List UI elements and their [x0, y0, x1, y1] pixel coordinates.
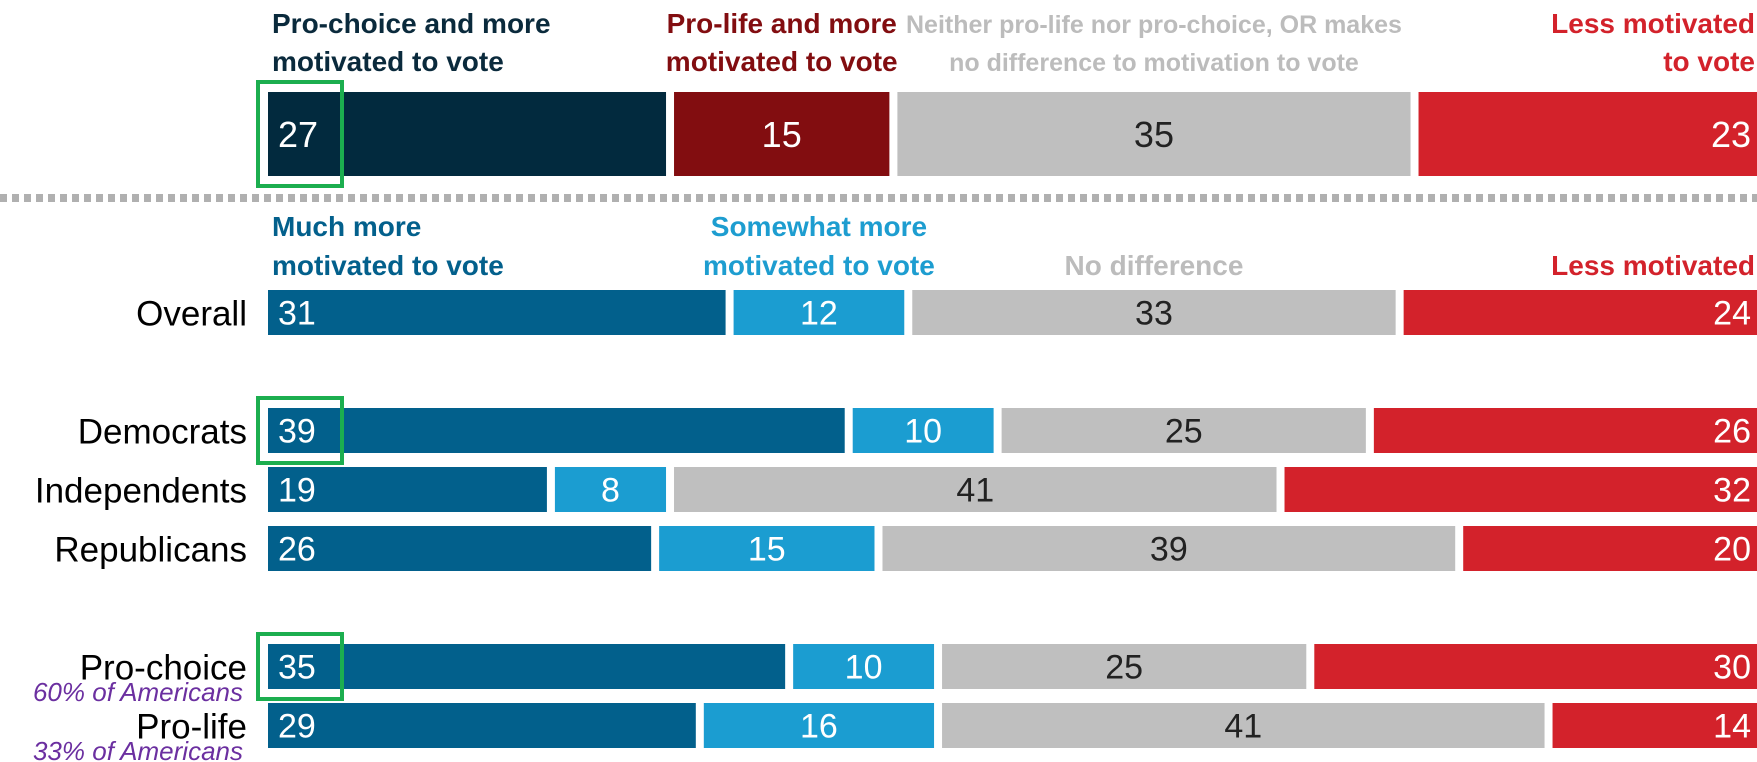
bar-independents-much-more-motivated-to-vote	[268, 467, 547, 512]
bar-pro-life-somewhat-more-motivated-to-vote	[703, 703, 935, 748]
legend-pro-choice-and-more-motivated-to-vote-line-1: Pro-choice and more	[272, 8, 551, 39]
bar-democrats-no-difference	[1001, 408, 1366, 453]
legend-neither-pro-life-nor-pro-choice-or-makes-no-difference-to-motivation-to-vote-line-2: no difference to motivation to vote	[949, 49, 1359, 77]
bar-overall-no-difference	[912, 290, 1396, 335]
bar-independents-somewhat-more-motivated-to-vote	[554, 467, 667, 512]
data-label-overall-no-difference: 33	[1135, 295, 1173, 333]
legend-pro-life-and-more-motivated-to-vote-line-2: motivated to vote	[666, 46, 898, 77]
data-label-all-pro-choice-and-more-motivated-to-vote: 27	[278, 114, 318, 155]
bar-republicans-much-more-motivated-to-vote	[268, 526, 652, 571]
data-label-republicans-no-difference: 39	[1150, 531, 1188, 569]
data-label-republicans-less-motivated: 20	[1713, 531, 1751, 569]
data-label-all-less-motivated-to-vote: 23	[1711, 114, 1751, 155]
legend-somewhat-more-motivated-to-vote-line-1: Somewhat more	[711, 211, 927, 242]
data-label-republicans-much-more-motivated-to-vote: 26	[278, 531, 316, 569]
bar-pro-choice-much-more-motivated-to-vote	[268, 644, 786, 689]
category-note-pro-choice: 60% of Americans	[33, 677, 243, 707]
legend-less-motivated-to-vote-line-1: Less motivated	[1551, 8, 1755, 39]
bar-independents-no-difference	[674, 467, 1277, 512]
bar-republicans-no-difference	[882, 526, 1456, 571]
data-label-independents-much-more-motivated-to-vote: 19	[278, 472, 316, 510]
legend-much-more-motivated-to-vote-line-2: motivated to vote	[272, 250, 504, 281]
bar-pro-choice-somewhat-more-motivated-to-vote	[793, 644, 935, 689]
bar-democrats-somewhat-more-motivated-to-vote	[852, 408, 994, 453]
category-label-republicans: Republicans	[54, 531, 247, 570]
data-label-pro-life-somewhat-more-motivated-to-vote: 16	[800, 708, 838, 746]
category-label-overall: Overall	[136, 295, 247, 334]
bar-pro-choice-no-difference	[942, 644, 1307, 689]
bar-all-less-motivated-to-vote	[1418, 92, 1757, 176]
category-label-independents: Independents	[35, 472, 247, 511]
data-label-pro-choice-no-difference: 25	[1105, 649, 1143, 687]
data-label-democrats-no-difference: 25	[1165, 413, 1203, 451]
bar-pro-life-no-difference	[942, 703, 1545, 748]
bar-republicans-less-motivated	[1463, 526, 1757, 571]
legend-pro-life-and-more-motivated-to-vote-line-1: Pro-life and more	[667, 8, 897, 39]
data-label-independents-no-difference: 41	[956, 472, 994, 510]
category-label-democrats: Democrats	[78, 413, 247, 452]
legend-somewhat-more-motivated-to-vote-line-2: motivated to vote	[703, 250, 935, 281]
bar-all-pro-life-and-more-motivated-to-vote	[674, 92, 890, 176]
data-label-democrats-somewhat-more-motivated-to-vote: 10	[904, 413, 942, 451]
bottom-motivation-chart: 31 12 33 24 39 10 25 26 19 8 41 32 26 15 39 20 35 10 25 30 2…	[33, 211, 1757, 762]
highlight-box-all	[256, 80, 344, 188]
data-label-democrats-less-motivated: 26	[1713, 413, 1751, 451]
data-label-overall-much-more-motivated-to-vote: 31	[278, 295, 316, 333]
data-label-democrats-much-more-motivated-to-vote: 39	[278, 413, 316, 451]
data-label-pro-life-much-more-motivated-to-vote: 29	[278, 708, 316, 746]
data-label-overall-less-motivated: 24	[1713, 295, 1751, 333]
category-note-pro-life: 33% of Americans	[33, 736, 243, 762]
data-label-pro-life-no-difference: 41	[1224, 708, 1262, 746]
data-label-overall-somewhat-more-motivated-to-vote: 12	[800, 295, 838, 333]
legend-neither-pro-life-nor-pro-choice-or-makes-no-difference-to-motivation-to-vote-line-1: Neither pro-life nor pro-choice, OR make…	[906, 11, 1402, 39]
data-label-independents-somewhat-more-motivated-to-vote: 8	[601, 472, 620, 510]
data-label-pro-choice-somewhat-more-motivated-to-vote: 10	[845, 649, 883, 687]
bar-overall-less-motivated	[1403, 290, 1757, 335]
legend-much-more-motivated-to-vote-line-1: Much more	[272, 211, 421, 242]
data-label-pro-choice-less-motivated: 30	[1713, 649, 1751, 687]
bar-pro-life-less-motivated	[1552, 703, 1757, 748]
category-label-pro-choice: Pro-choice	[80, 649, 247, 688]
highlight-box-democrats	[256, 396, 344, 465]
bar-democrats-much-more-motivated-to-vote	[268, 408, 845, 453]
bar-pro-life-much-more-motivated-to-vote	[268, 703, 696, 748]
data-label-pro-life-less-motivated: 14	[1713, 708, 1751, 746]
bar-republicans-somewhat-more-motivated-to-vote	[659, 526, 875, 571]
data-label-republicans-somewhat-more-motivated-to-vote: 15	[748, 531, 786, 569]
legend-less-motivated-to-vote-line-2: to vote	[1663, 46, 1755, 77]
data-label-all-pro-life-and-more-motivated-to-vote: 15	[762, 114, 802, 155]
bar-overall-much-more-motivated-to-vote	[268, 290, 726, 335]
legend-pro-choice-and-more-motivated-to-vote-line-2: motivated to vote	[272, 46, 504, 77]
bar-independents-less-motivated	[1284, 467, 1757, 512]
legend-no-difference-line-1: No difference	[1064, 250, 1243, 281]
data-label-all-neither-pro-life-nor-pro-choice-or-makes-no-difference-to-motivation-to-vote: 35	[1134, 114, 1174, 155]
bar-all-neither-pro-life-nor-pro-choice-or-makes-no-difference-to-motivation-to-vote	[897, 92, 1411, 176]
data-label-independents-less-motivated: 32	[1713, 472, 1751, 510]
top-motivation-chart: 27 15 35 23 Pro-choice and more motivated to …	[256, 8, 1757, 188]
category-label-pro-life: Pro-life	[136, 708, 247, 747]
bar-pro-choice-less-motivated	[1314, 644, 1757, 689]
data-label-pro-choice-much-more-motivated-to-vote: 35	[278, 649, 316, 687]
legend-less-motivated-line-1: Less motivated	[1551, 250, 1755, 281]
bar-all-pro-choice-and-more-motivated-to-vote	[268, 92, 667, 176]
bar-democrats-less-motivated	[1373, 408, 1757, 453]
highlight-box-pro-choice	[256, 632, 344, 701]
bar-overall-somewhat-more-motivated-to-vote	[733, 290, 905, 335]
